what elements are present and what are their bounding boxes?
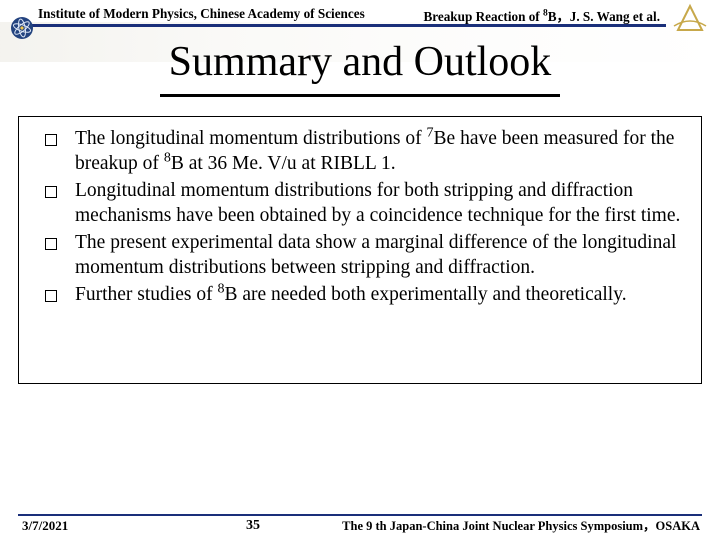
footer-page-number: 35 xyxy=(246,518,260,534)
header: Institute of Modern Physics, Chinese Aca… xyxy=(0,6,720,32)
title-underline xyxy=(160,94,560,97)
footer-date: 3/7/2021 xyxy=(22,518,68,534)
partner-logo-icon xyxy=(668,2,712,32)
footer-conference: The 9 th Japan-China Joint Nuclear Physi… xyxy=(342,515,700,534)
bullet-list: The longitudinal momentum distributions … xyxy=(31,127,687,308)
footer: 3/7/2021 35 The 9 th Japan-China Joint N… xyxy=(0,512,720,538)
list-item: The present experimental data show a mar… xyxy=(31,231,687,281)
header-institute: Institute of Modern Physics, Chinese Aca… xyxy=(38,6,365,22)
content-box: The longitudinal momentum distributions … xyxy=(18,116,702,384)
list-item: Longitudinal momentum distributions for … xyxy=(31,179,687,229)
page-title: Summary and Outlook xyxy=(0,38,720,86)
list-item: Further studies of 8B are needed both ex… xyxy=(31,283,687,308)
slide: Institute of Modern Physics, Chinese Aca… xyxy=(0,0,720,540)
header-topic: Breakup Reaction of 8B，J. S. Wang et al. xyxy=(423,6,660,25)
imp-cas-logo-icon xyxy=(10,16,34,40)
list-item: The longitudinal momentum distributions … xyxy=(31,127,687,177)
